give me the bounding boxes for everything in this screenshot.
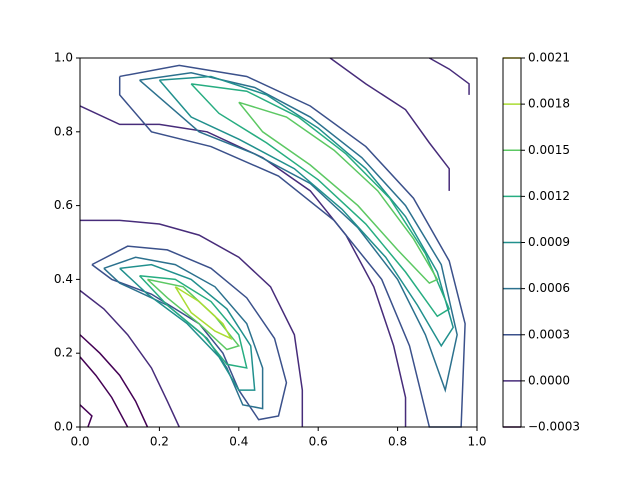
contour-line xyxy=(238,101,439,284)
axes-frame xyxy=(79,57,478,428)
contour-line xyxy=(79,356,129,428)
y-tick-label: 0.0 xyxy=(54,420,73,434)
contour-line xyxy=(190,83,451,318)
x-tick-label: 0.6 xyxy=(309,435,328,449)
y-tick-label: 0.6 xyxy=(54,198,73,212)
colorbar-tick-label: 0.0018 xyxy=(528,97,570,111)
contour-line xyxy=(329,57,450,191)
colorbar-tick-label: 0.0006 xyxy=(528,281,570,295)
contour-line xyxy=(139,274,248,369)
contour-line xyxy=(80,219,304,427)
colorbar-tick-label: 0.0012 xyxy=(528,189,570,203)
contour-line xyxy=(158,75,454,348)
contour-line xyxy=(146,278,241,351)
colorbar-tick-label: 0.0000 xyxy=(528,373,570,387)
y-tick-label: 0.2 xyxy=(54,346,73,360)
contour-line xyxy=(119,263,256,391)
contour-line xyxy=(91,245,288,421)
colorbar-tick-label: 0.0003 xyxy=(528,327,570,341)
colorbar-tick-label: −0.0003 xyxy=(528,420,580,434)
contour-line xyxy=(79,289,180,428)
x-tick-label: 0.2 xyxy=(150,435,169,449)
x-tick-label: 0.8 xyxy=(388,435,407,449)
plot-area xyxy=(80,58,477,427)
contour-line xyxy=(79,404,93,428)
y-tick-label: 0.4 xyxy=(54,272,73,286)
colorbar-tick-label: 0.0021 xyxy=(528,51,570,65)
contour-line xyxy=(428,57,470,95)
contour-line xyxy=(79,334,149,428)
y-tick-label: 0.8 xyxy=(54,124,73,138)
y-tick-label: 1.0 xyxy=(54,51,73,65)
x-tick-label: 1.0 xyxy=(467,435,486,449)
contour-line xyxy=(174,286,233,341)
colorbar-tick-label: 0.0009 xyxy=(528,235,570,249)
colorbar-tick-label: 0.0015 xyxy=(528,143,570,157)
contour-line xyxy=(79,105,407,427)
contour-line xyxy=(139,71,458,393)
x-tick-label: 0.0 xyxy=(70,435,89,449)
x-tick-label: 0.4 xyxy=(229,435,248,449)
colorbar-frame xyxy=(502,57,522,428)
